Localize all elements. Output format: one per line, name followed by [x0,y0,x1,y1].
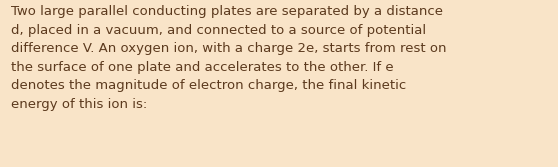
Text: Two large parallel conducting plates are separated by a distance
d, placed in a : Two large parallel conducting plates are… [11,5,446,111]
